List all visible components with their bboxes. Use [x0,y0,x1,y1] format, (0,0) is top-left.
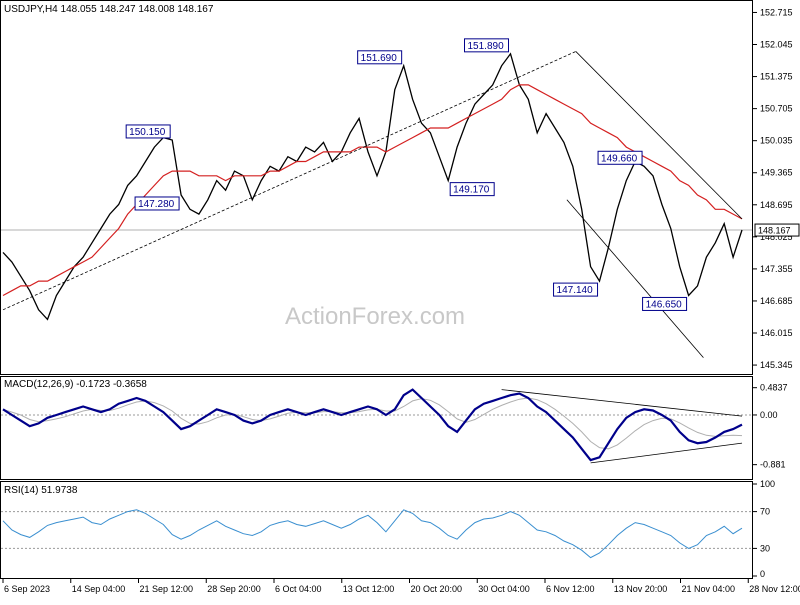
macd-panel-frame [0,376,753,480]
price-annotation-label: 147.280 [138,199,175,210]
falling-channel-bottom [566,199,704,358]
price-annotation-box [449,182,495,197]
watermark: ActionForex.com [285,303,465,330]
macd-signal-line [2,397,743,450]
macd-ytick-label: 0.4837 [760,383,788,393]
rsi-ytick-label: 30 [760,543,770,553]
macd-line [2,388,743,462]
falling-channel-top [575,51,743,220]
price-annotation-label: 151.890 [468,41,505,52]
time-tick-label: 30 Oct 04:00 [478,584,530,594]
price-ytick-label: 148.025 [760,232,793,242]
price-annotation-label: 151.690 [361,53,398,64]
rsi-plot: 100 70 30 0 [1,479,775,579]
price-series-line [2,52,743,321]
current-price-box [754,223,800,237]
rsi-header: RSI(14) 51.9738 [4,485,78,496]
price-annotation-label: 150.150 [129,127,166,138]
rsi-line [2,509,743,559]
rsi-ytick-label: 100 [760,479,775,489]
price-annotation-label: 146.650 [646,299,683,310]
price-annotation-label: 149.170 [453,185,490,196]
rsi-ytick-label: 0 [760,569,765,579]
time-axis: 6 Sep 2023 14 Sep 04:00 21 Sep 12:00 28 Sep… [2,579,800,594]
price-ytick-label: 150.705 [760,104,793,114]
rsi-panel-frame [0,481,753,579]
price-panel-frame [0,0,753,375]
price-annotation-box [597,150,643,165]
price-ytick-label: 149.365 [760,168,793,178]
price-annotation-box [464,38,510,53]
price-ytick-label: 148.695 [760,200,793,210]
price-ytick-label: 152.715 [760,7,793,17]
price-ytick-label: 147.355 [760,264,793,274]
time-tick-label: 28 Sep 20:00 [207,584,261,594]
current-price-label: 148.167 [758,226,791,236]
price-annotation-box [553,282,599,297]
macd-ytick-label: 0.00 [760,410,778,420]
price-ytick-label: 146.685 [760,296,793,306]
time-tick-label: 6 Oct 04:00 [275,584,322,594]
price-annotation-box [357,50,403,65]
macd-header: MACD(12,26,9) -0.1723 -0.3658 [4,379,147,390]
price-annotation-label: 147.140 [557,285,594,296]
time-tick-label: 13 Nov 20:00 [614,584,668,594]
time-tick-label: 6 Sep 2023 [4,584,50,594]
time-tick-label: 14 Sep 04:00 [72,584,126,594]
price-ytick-label: 146.015 [760,328,793,338]
time-tick-label: 28 Nov 12:00 [749,584,800,594]
time-tick-label: 21 Nov 04:00 [682,584,736,594]
price-annotation-box [125,124,171,139]
macd-ytick-label: -0.881 [760,460,786,470]
price-ytick-label: 152.045 [760,40,793,50]
rsi-ytick-label: 70 [760,507,770,517]
price-ytick-label: 151.375 [760,72,793,82]
price-header: USDJPY,H4 148.055 148.247 148.008 148.16… [4,4,214,15]
macd-upper-trend [501,389,743,417]
price-plot: 152.715 152.045 151.375 150.705 150.035 149.3… [1,7,800,370]
price-annotation-label: 149.660 [601,153,638,164]
time-tick-label: 13 Oct 12:00 [343,584,395,594]
rising-trend-line [2,51,576,311]
macd-lower-trend [590,442,743,464]
price-annotation-box [642,296,688,311]
price-annotation-box [134,196,180,211]
price-ytick-label: 150.035 [760,136,793,146]
price-ytick-label: 145.345 [760,360,793,370]
time-tick-label: 6 Nov 12:00 [546,584,595,594]
time-tick-label: 21 Sep 12:00 [140,584,194,594]
macd-plot: 0.4837 0.00 -0.881 [1,383,788,470]
sma-series-line [2,84,743,297]
time-tick-label: 20 Oct 20:00 [411,584,463,594]
